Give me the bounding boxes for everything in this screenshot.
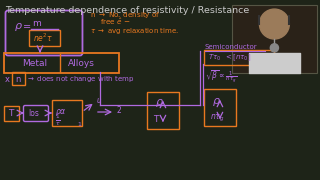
Text: $T\tau_0$: $T\tau_0$ [208, 53, 221, 63]
Text: free $\hat{e}$ $-$: free $\hat{e}$ $-$ [100, 17, 131, 27]
Text: Alloys: Alloys [68, 58, 95, 68]
Text: $n\tau_g$: $n\tau_g$ [210, 112, 225, 123]
Text: $\rho\alpha$: $\rho\alpha$ [55, 107, 67, 118]
Text: T: T [8, 109, 13, 118]
Text: $\sqrt{\beta}\propto\frac{1}{n\tau_g}$: $\sqrt{\beta}\propto\frac{1}{n\tau_g}$ [205, 69, 237, 86]
Circle shape [270, 44, 278, 52]
Text: n: n [15, 75, 20, 84]
Text: $\rho$: $\rho$ [14, 21, 23, 33]
Text: $\rightarrow$ does not change with temp: $\rightarrow$ does not change with temp [26, 74, 134, 84]
Text: 1: 1 [77, 122, 81, 127]
Text: m: m [32, 19, 41, 28]
Text: T: T [153, 116, 158, 125]
Text: $\tau$ $\rightarrow$ avg relaxation time.: $\tau$ $\rightarrow$ avg relaxation time… [90, 26, 179, 36]
Text: n $\rightarrow$ No. density of: n $\rightarrow$ No. density of [90, 10, 161, 20]
Text: =: = [23, 22, 31, 32]
Text: los: los [28, 109, 39, 118]
Text: Semiconductor: Semiconductor [205, 44, 258, 50]
Text: x: x [5, 75, 10, 84]
FancyBboxPatch shape [232, 5, 317, 73]
Text: $ne^2\tau$: $ne^2\tau$ [33, 32, 53, 44]
Text: $\rho$: $\rho$ [155, 97, 164, 109]
Text: $\frac{1}{\tau}$: $\frac{1}{\tau}$ [55, 112, 61, 127]
Text: Metal: Metal [22, 58, 47, 68]
Text: $\upsilon$: $\upsilon$ [96, 96, 102, 105]
Circle shape [260, 9, 289, 39]
Text: $\rho$: $\rho$ [212, 96, 221, 108]
Text: $<[n\tau_0]$: $<[n\tau_0]$ [224, 53, 252, 63]
Text: 2: 2 [117, 105, 122, 114]
Text: Temperature dependence of resistivity / Resistance: Temperature dependence of resistivity / … [5, 6, 249, 15]
